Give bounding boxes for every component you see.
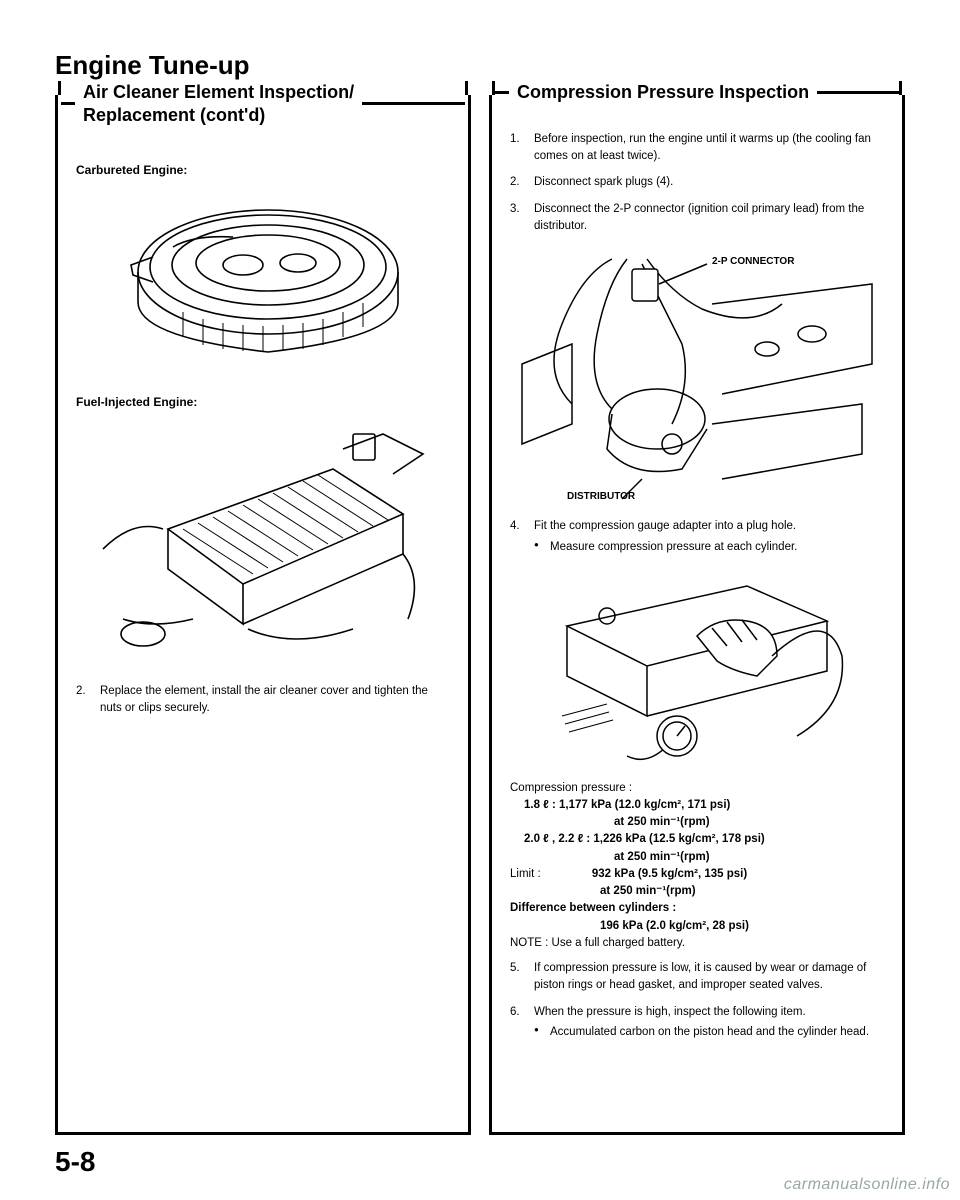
right-step-4: Fit the compression gauge adapter into a… [510, 518, 884, 555]
carbureted-heading: Carbureted Engine: [76, 163, 450, 177]
watermark: carmanualsonline.info [784, 1176, 950, 1194]
right-column: Compression Pressure Inspection Before i… [489, 95, 905, 1135]
gauge-figure [510, 566, 884, 766]
left-title-line2: Replacement (cont'd) [83, 105, 265, 125]
carbureted-figure [76, 187, 450, 377]
spec-title: Compression pressure : [510, 780, 884, 797]
spec-diff-val: 196 kPa (2.0 kg/cm², 28 psi) [510, 918, 884, 935]
spec-18-sub: at 250 min⁻¹(rpm) [524, 814, 710, 831]
two-column-layout: Air Cleaner Element Inspection/ Replacem… [55, 95, 905, 1135]
spec-20: 2.0 ℓ , 2.2 ℓ : 1,226 kPa (12.5 kg/cm², … [524, 833, 765, 845]
distributor-figure: 2-P CONNECTOR DISTRIBUTOR [510, 244, 884, 504]
left-section-title: Air Cleaner Element Inspection/ Replacem… [75, 81, 362, 126]
right-step-4-bullet: Measure compression pressure at each cyl… [534, 539, 884, 556]
spec-diff: Difference between cylinders : [510, 900, 884, 917]
fuelinjected-figure [76, 419, 450, 669]
right-header: Compression Pressure Inspection [492, 81, 902, 104]
spec-20-sub: at 250 min⁻¹(rpm) [524, 849, 710, 866]
spec-limit-label: Limit : [510, 868, 541, 880]
right-section-title: Compression Pressure Inspection [509, 81, 817, 104]
page-title: Engine Tune-up [55, 50, 905, 81]
right-step-6-bullet: Accumulated carbon on the piston head an… [534, 1024, 884, 1041]
fuelinjected-heading: Fuel-Injected Engine: [76, 395, 450, 409]
right-steps-bottom: If compression pressure is low, it is ca… [510, 960, 884, 1041]
right-step-6-text: When the pressure is high, inspect the f… [534, 1006, 806, 1018]
page-number: 5-8 [55, 1146, 95, 1178]
spec-limit-sub: at 250 min⁻¹(rpm) [510, 883, 696, 900]
distributor-callout: DISTRIBUTOR [567, 491, 636, 502]
right-step-5: If compression pressure is low, it is ca… [510, 960, 884, 993]
connector-callout: 2-P CONNECTOR [712, 256, 795, 267]
right-steps-top: Before inspection, run the engine until … [510, 131, 884, 234]
left-header: Air Cleaner Element Inspection/ Replacem… [58, 81, 468, 126]
left-title-line1: Air Cleaner Element Inspection/ [83, 82, 354, 102]
left-steps: Replace the element, install the air cle… [76, 683, 450, 716]
right-steps-mid: Fit the compression gauge adapter into a… [510, 518, 884, 555]
spec-18: 1.8 ℓ : 1,177 kPa (12.0 kg/cm², 171 psi) [524, 799, 730, 811]
right-step-2: Disconnect spark plugs (4). [510, 174, 884, 191]
spec-note: NOTE : Use a full charged battery. [510, 935, 884, 952]
right-step-4-text: Fit the compression gauge adapter into a… [534, 520, 796, 532]
right-step-6: When the pressure is high, inspect the f… [510, 1004, 884, 1041]
left-column: Air Cleaner Element Inspection/ Replacem… [55, 95, 471, 1135]
compression-specs: Compression pressure : 1.8 ℓ : 1,177 kPa… [510, 780, 884, 953]
spec-limit: 932 kPa (9.5 kg/cm², 135 psi) [544, 868, 747, 880]
right-step-3: Disconnect the 2-P connector (ignition c… [510, 201, 884, 234]
right-step-1: Before inspection, run the engine until … [510, 131, 884, 164]
left-step-2: Replace the element, install the air cle… [76, 683, 450, 716]
